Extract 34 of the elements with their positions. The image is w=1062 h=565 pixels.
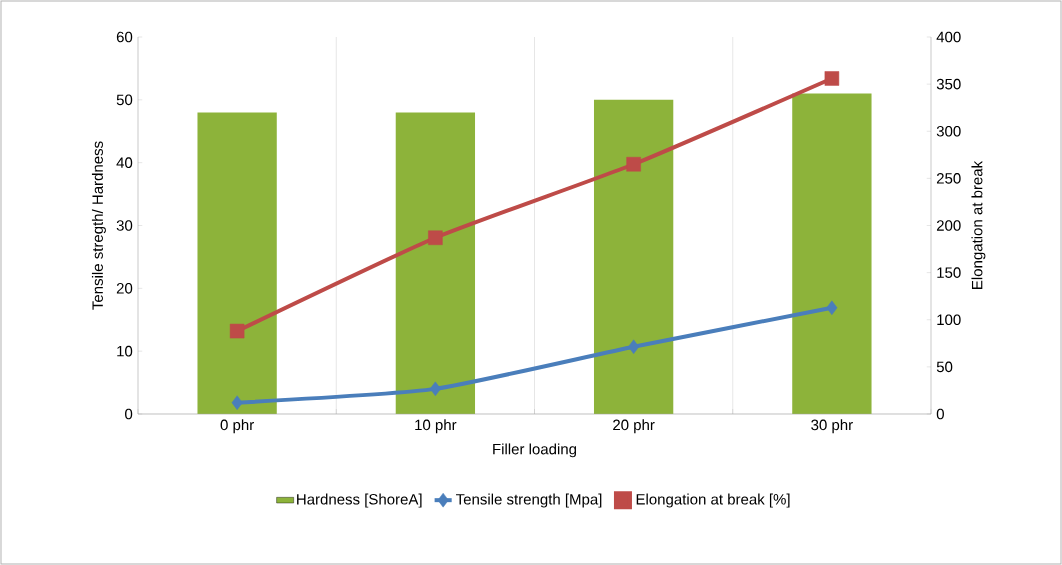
point	[626, 156, 641, 172]
x-tick-label: 30 phr	[811, 419, 853, 434]
point	[231, 395, 243, 410]
y-tick-label: 40	[116, 157, 133, 168]
y2-tick-label: 100	[937, 314, 961, 326]
y-tick-label: 30	[116, 220, 133, 231]
x-tick-label: 0 phr	[220, 419, 254, 434]
legend-label: Tensile strength [Mpa]	[456, 493, 602, 508]
point	[826, 300, 838, 316]
y2-tick-label: 150	[937, 267, 961, 278]
x-axis-title: Filler loading	[493, 443, 577, 458]
y-tick-label: 60	[116, 31, 133, 43]
x-tick-label: 10 phr	[415, 419, 457, 434]
y2-tick-label: 350	[936, 78, 961, 90]
legend-label: Elongation at break [%]	[636, 493, 790, 508]
point	[628, 339, 640, 355]
point	[824, 71, 840, 86]
y2-tick-label: 400	[936, 31, 961, 43]
point	[429, 381, 441, 397]
y2-tick-label: 50	[936, 361, 953, 373]
x-tick-label: 20 phr	[613, 419, 655, 434]
y-tick-label: 20	[116, 283, 133, 294]
y-tick-label: 0	[125, 408, 133, 420]
y-tick-label: 50	[116, 94, 133, 106]
y-tick-label: 10	[117, 345, 133, 357]
point	[428, 230, 443, 245]
legend-label: Hardness [ShoreA]	[297, 493, 422, 508]
y2-axis-title: Elongation at break	[971, 160, 986, 289]
y2-tick-label: 200	[936, 220, 961, 231]
y2-tick-label: 300	[936, 125, 961, 137]
y-axis-title: Tensile stregth/ Hardness	[91, 141, 106, 310]
point	[229, 323, 245, 339]
y2-tick-label: 0	[936, 408, 944, 420]
y2-tick-label: 250	[936, 173, 961, 184]
